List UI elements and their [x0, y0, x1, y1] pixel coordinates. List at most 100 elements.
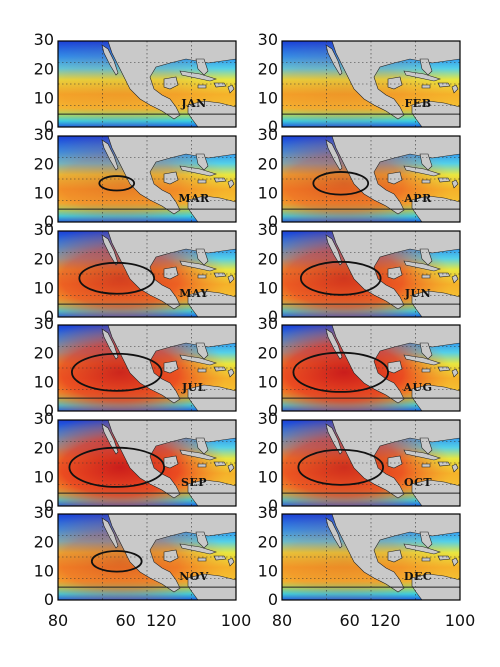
- y-tick-label: 20: [258, 344, 278, 363]
- y-tick-label: 10: [258, 561, 278, 580]
- month-label: AUG: [402, 381, 432, 394]
- isotherm-contour: [98, 175, 136, 192]
- y-tick-label: 20: [34, 155, 54, 174]
- y-tick-label: 30: [258, 503, 278, 522]
- panel-frame: [281, 230, 461, 318]
- map-panel-oct: OCT 30 20 10 0: [258, 409, 461, 515]
- month-label: OCT: [404, 476, 432, 489]
- y-tick-label: 20: [34, 344, 54, 363]
- y-tick-label: 30: [34, 125, 54, 144]
- isotherm-contour: [299, 260, 382, 296]
- month-label: JUN: [404, 287, 431, 300]
- y-tick-label: 0: [44, 590, 54, 609]
- panel-frame: [281, 324, 461, 412]
- map-panel-jan: JAN 30 20 10 0: [34, 30, 237, 136]
- x-tick-label: 100: [221, 611, 252, 630]
- map-panel-aug: AUG 30 20 10 0: [258, 314, 461, 420]
- isotherm-contour: [297, 448, 385, 486]
- panel-frame: [57, 419, 237, 507]
- y-tick-label: 20: [258, 533, 278, 552]
- y-tick-label: 10: [34, 183, 54, 202]
- y-tick-label: 10: [258, 183, 278, 202]
- y-tick-label: 30: [258, 314, 278, 333]
- map-panel-jun: JUN 30 20 10 0: [258, 220, 461, 326]
- map-panel-jul: JUL 30 20 10 0: [34, 314, 237, 420]
- y-tick-label: 10: [34, 278, 54, 297]
- panel-frame: [57, 513, 237, 601]
- map-panel-dec: DEC 30 20 10 0: [258, 503, 461, 609]
- y-tick-label: 0: [268, 496, 278, 515]
- y-tick-label: 10: [258, 278, 278, 297]
- month-label: DEC: [404, 570, 432, 583]
- x-tick-label: 120: [370, 611, 401, 630]
- panel-frame: [57, 230, 237, 318]
- isotherm-contour: [68, 446, 165, 488]
- y-tick-label: 10: [34, 88, 54, 107]
- map-panel-may: MAY 30 20 10 0: [34, 220, 237, 326]
- y-tick-label: 30: [34, 220, 54, 239]
- month-label: SEP: [181, 476, 207, 489]
- y-tick-label: 10: [258, 88, 278, 107]
- y-tick-label: 10: [34, 561, 54, 580]
- y-tick-label: 30: [34, 314, 54, 333]
- panel-frame: [281, 513, 461, 601]
- y-tick-label: 20: [258, 60, 278, 79]
- x-tick-label: 80: [272, 611, 292, 630]
- y-tick-label: 0: [44, 212, 54, 231]
- y-tick-label: 0: [268, 117, 278, 136]
- map-panel-nov: NOV 30 20 10 0: [34, 503, 237, 609]
- y-tick-label: 0: [44, 401, 54, 420]
- isotherm-contour: [312, 171, 370, 196]
- x-tick-label: 100: [445, 611, 476, 630]
- x-tick-label: 60: [115, 611, 135, 630]
- isotherm-contour: [90, 550, 143, 573]
- y-tick-label: 30: [34, 409, 54, 428]
- x-tick-label: 80: [48, 611, 68, 630]
- y-tick-label: 20: [258, 439, 278, 458]
- y-tick-label: 30: [258, 125, 278, 144]
- y-tick-label: 10: [258, 372, 278, 391]
- isotherm-contour: [70, 352, 163, 392]
- y-tick-label: 20: [34, 439, 54, 458]
- y-tick-label: 20: [258, 155, 278, 174]
- panel-frame: [281, 135, 461, 223]
- month-label: JUL: [181, 381, 206, 394]
- isotherm-contour: [78, 261, 156, 295]
- y-tick-label: 10: [34, 372, 54, 391]
- month-label: JAN: [180, 97, 206, 110]
- y-tick-label: 30: [258, 409, 278, 428]
- map-panel-mar: MAR 30 20 10 0: [34, 125, 237, 231]
- y-tick-label: 30: [34, 30, 54, 49]
- y-tick-label: 0: [268, 401, 278, 420]
- x-tick-label: 60: [339, 611, 359, 630]
- y-tick-label: 20: [34, 60, 54, 79]
- month-label: FEB: [405, 97, 432, 110]
- y-tick-label: 20: [34, 533, 54, 552]
- y-tick-label: 0: [44, 307, 54, 326]
- y-tick-label: 0: [44, 117, 54, 136]
- map-panel-apr: APR 30 20 10 0: [258, 125, 461, 231]
- isotherm-contour: [292, 351, 389, 393]
- y-tick-label: 30: [258, 220, 278, 239]
- panel-frame: [57, 40, 237, 128]
- month-label: NOV: [179, 570, 208, 583]
- x-tick-label: 120: [146, 611, 177, 630]
- panel-frame: [281, 40, 461, 128]
- panel-frame: [57, 324, 237, 412]
- y-tick-label: 20: [258, 250, 278, 269]
- y-tick-label: 10: [34, 467, 54, 486]
- month-label: MAY: [179, 287, 209, 300]
- y-tick-label: 0: [268, 307, 278, 326]
- y-tick-label: 30: [34, 503, 54, 522]
- map-panel-sep: SEP 30 20 10 0: [34, 409, 237, 515]
- y-tick-label: 0: [44, 496, 54, 515]
- y-tick-label: 10: [258, 467, 278, 486]
- y-tick-label: 30: [258, 30, 278, 49]
- y-tick-label: 20: [34, 250, 54, 269]
- month-label: MAR: [178, 192, 210, 205]
- panel-frame: [281, 419, 461, 507]
- y-tick-label: 0: [268, 212, 278, 231]
- y-tick-label: 0: [268, 590, 278, 609]
- panel-frame: [57, 135, 237, 223]
